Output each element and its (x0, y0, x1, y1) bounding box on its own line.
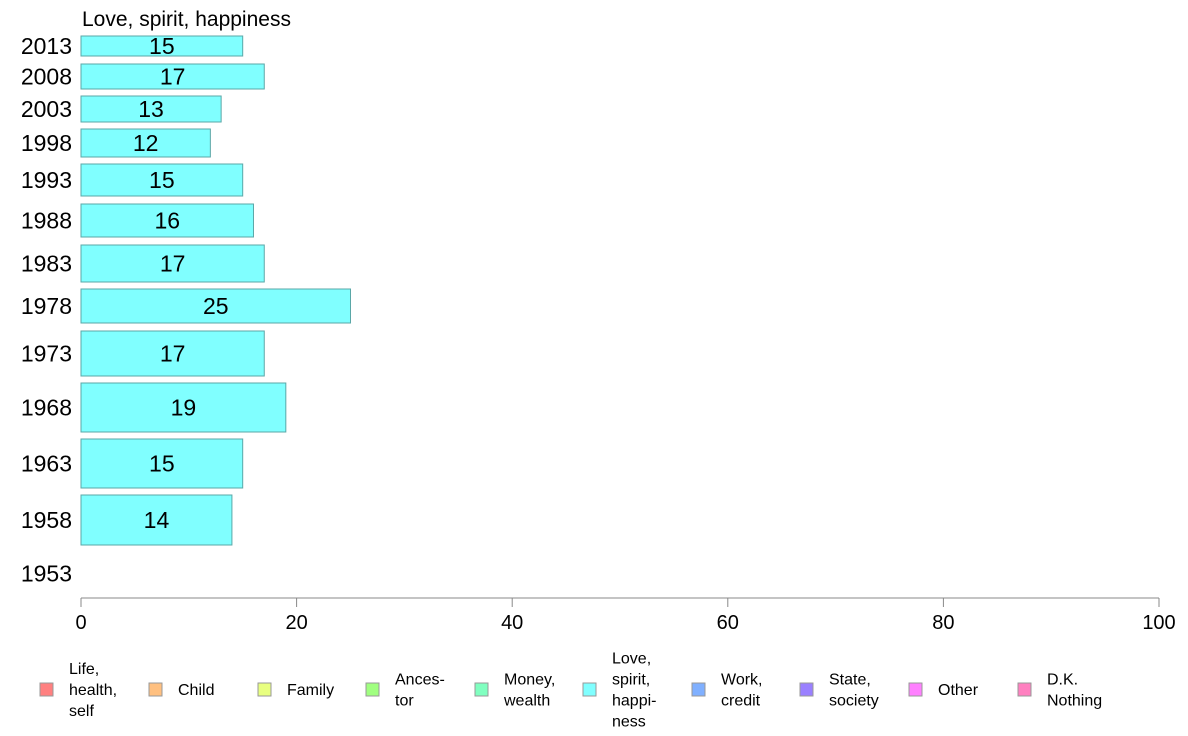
legend-label: State, society (829, 672, 879, 710)
bar-row: 2013 15 (21, 33, 244, 59)
legend-swatch (908, 682, 923, 697)
x-tick-label: 40 (501, 612, 523, 634)
year-label: 1998 (21, 130, 72, 156)
legend-swatch (691, 682, 706, 697)
bar-value-label: 16 (154, 208, 180, 234)
year-label: 1953 (21, 561, 72, 587)
year-label: 1973 (21, 341, 72, 367)
bar-value-label: 25 (203, 293, 229, 319)
bar-rows: 2013 15 2008 17 2003 13 1998 12 1993 15 1988 16 1983… (21, 33, 351, 587)
legend: Life, health, self Child Family Ances-tor Mone… (39, 651, 1102, 731)
bar (80, 63, 265, 90)
legend-swatch (39, 682, 54, 697)
x-tick-label: 20 (285, 612, 307, 634)
legend-item: Family (257, 682, 334, 699)
bar (80, 382, 287, 433)
bar-value-label: 17 (160, 251, 186, 277)
year-label: 1963 (21, 451, 72, 477)
bar-row: 1953 (21, 561, 72, 587)
bar-value-label: 13 (138, 96, 164, 122)
x-tick-label: 60 (717, 612, 739, 634)
bar (80, 35, 244, 57)
legend-item: Life, health, self (39, 661, 117, 720)
bar (80, 203, 254, 238)
year-label: 1983 (21, 251, 72, 277)
legend-label: Child (178, 682, 214, 699)
bar-row: 1993 15 (21, 163, 244, 197)
legend-item: Other (908, 682, 979, 699)
bar-row: 1973 17 (21, 330, 265, 377)
legend-item: Money, wealth (474, 672, 555, 710)
bar-row: 1988 16 (21, 203, 254, 238)
legend-item: Work, credit (691, 672, 762, 710)
legend-swatch (365, 682, 380, 697)
year-label: 2008 (21, 64, 72, 90)
x-tick-label: 0 (75, 612, 86, 634)
bar-row: 1963 15 (21, 438, 244, 489)
x-tick-label: 80 (932, 612, 954, 634)
legend-label: Love, spirit, happi-ness (612, 651, 656, 731)
legend-swatch (257, 682, 272, 697)
bar-row: 1978 25 (21, 288, 351, 324)
legend-swatch (148, 682, 163, 697)
x-axis: 0 20 40 60 80 100 (75, 597, 1176, 634)
legend-item: Ances-tor (365, 672, 445, 710)
bar (80, 95, 222, 123)
legend-label: Life, health, self (69, 661, 117, 720)
bar (80, 244, 265, 283)
legend-label: Money, wealth (503, 672, 555, 710)
bar-row: 1983 17 (21, 244, 265, 283)
bar (80, 330, 265, 377)
bar (80, 438, 244, 489)
legend-label: Family (287, 682, 334, 699)
year-label: 2013 (21, 33, 72, 59)
bar-row: 1968 19 (21, 382, 287, 433)
legend-swatch (1017, 682, 1032, 697)
bar-value-label: 12 (133, 130, 159, 156)
x-tick-label: 100 (1142, 612, 1175, 634)
bar (80, 494, 233, 546)
bar-value-label: 15 (149, 451, 175, 477)
bar-value-label: 17 (160, 64, 186, 90)
legend-label: Ances-tor (395, 672, 445, 710)
legend-item: State, society (799, 672, 879, 710)
year-label: 1958 (21, 507, 72, 533)
year-label: 2003 (21, 96, 72, 122)
bar-row: 1998 12 (21, 128, 211, 158)
legend-swatch (474, 682, 489, 697)
bar (80, 163, 244, 197)
year-label: 1993 (21, 167, 72, 193)
bar-row: 1958 14 (21, 494, 233, 546)
chart-title: Love, spirit, happiness (82, 8, 291, 31)
bar (80, 288, 351, 324)
year-label: 1988 (21, 208, 72, 234)
bar-value-label: 15 (149, 167, 175, 193)
legend-item: Child (148, 682, 214, 699)
bar-value-label: 17 (160, 341, 186, 367)
legend-swatch (582, 682, 597, 697)
legend-label: Other (938, 682, 979, 699)
bar-value-label: 19 (171, 395, 197, 421)
legend-item: D.K. Nothing (1017, 672, 1102, 710)
year-label: 1968 (21, 395, 72, 421)
legend-swatch (799, 682, 814, 697)
bar-value-label: 14 (144, 507, 170, 533)
bar (80, 128, 211, 158)
legend-label: D.K. Nothing (1047, 672, 1102, 710)
bar-row: 2003 13 (21, 95, 222, 123)
year-label: 1978 (21, 293, 72, 319)
bar-value-label: 15 (149, 33, 175, 59)
legend-item: Love, spirit, happi-ness (582, 651, 656, 731)
bar-row: 2008 17 (21, 63, 265, 90)
legend-label: Work, credit (721, 672, 762, 710)
